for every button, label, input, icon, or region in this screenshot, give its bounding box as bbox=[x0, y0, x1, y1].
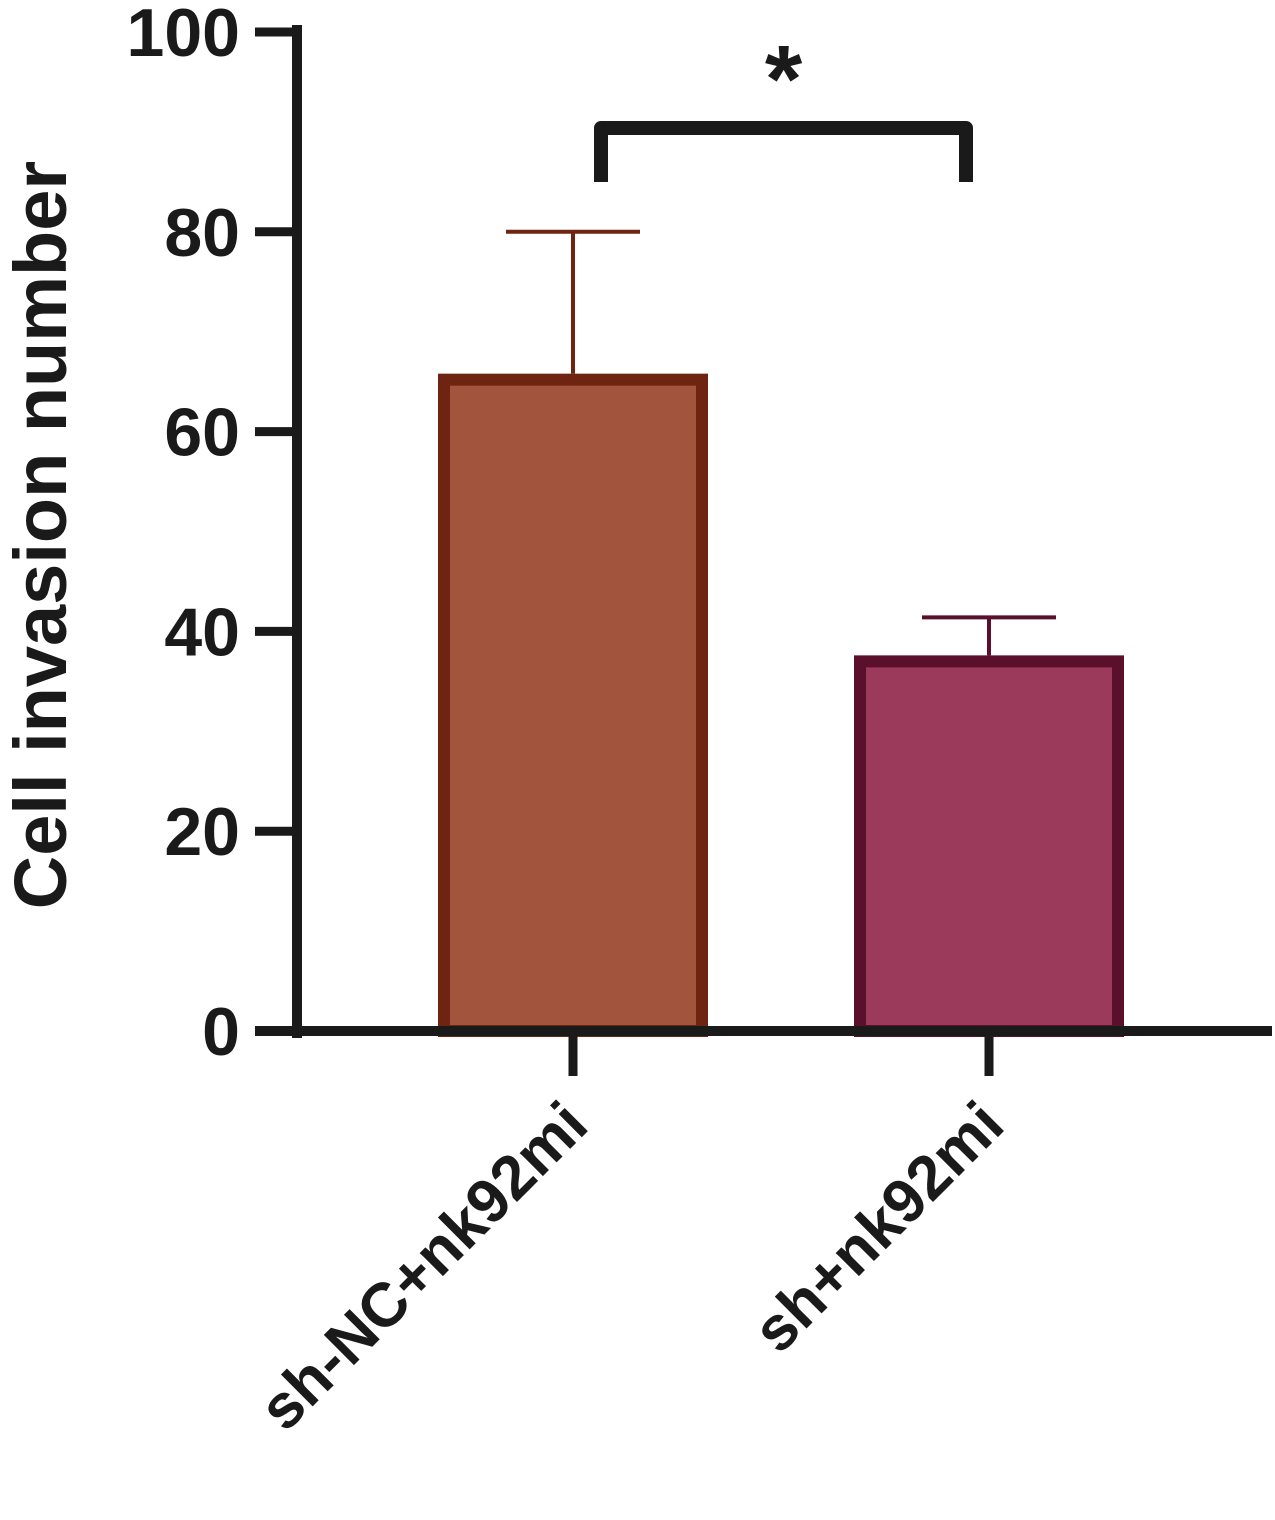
y-ticks-group: 0 20 40 60 80 100 bbox=[127, 0, 297, 1070]
x-category-label: sh+nk92mi bbox=[740, 1089, 1017, 1366]
y-tick-label: 20 bbox=[164, 794, 240, 870]
y-tick-label: 40 bbox=[164, 594, 240, 670]
x-category-label: sh-NC+nk92mi bbox=[246, 1089, 601, 1444]
x-ticks-group: sh-NC+nk92mi sh+nk92mi bbox=[246, 1031, 1017, 1444]
y-axis-title: Cell invasion number bbox=[0, 161, 82, 909]
y-tick-label: 0 bbox=[202, 994, 240, 1070]
significance-label: * bbox=[765, 26, 803, 133]
y-tick-label: 100 bbox=[127, 0, 240, 71]
axes-group bbox=[255, 25, 1272, 1038]
bars-group bbox=[438, 373, 1124, 1037]
significance-group: * bbox=[594, 26, 973, 182]
y-tick-label: 60 bbox=[164, 395, 240, 471]
bar bbox=[854, 655, 1124, 1037]
significance-bracket bbox=[594, 121, 973, 182]
error-bars-group bbox=[506, 229, 1056, 656]
y-tick-label: 80 bbox=[164, 195, 240, 271]
bar bbox=[438, 373, 708, 1037]
